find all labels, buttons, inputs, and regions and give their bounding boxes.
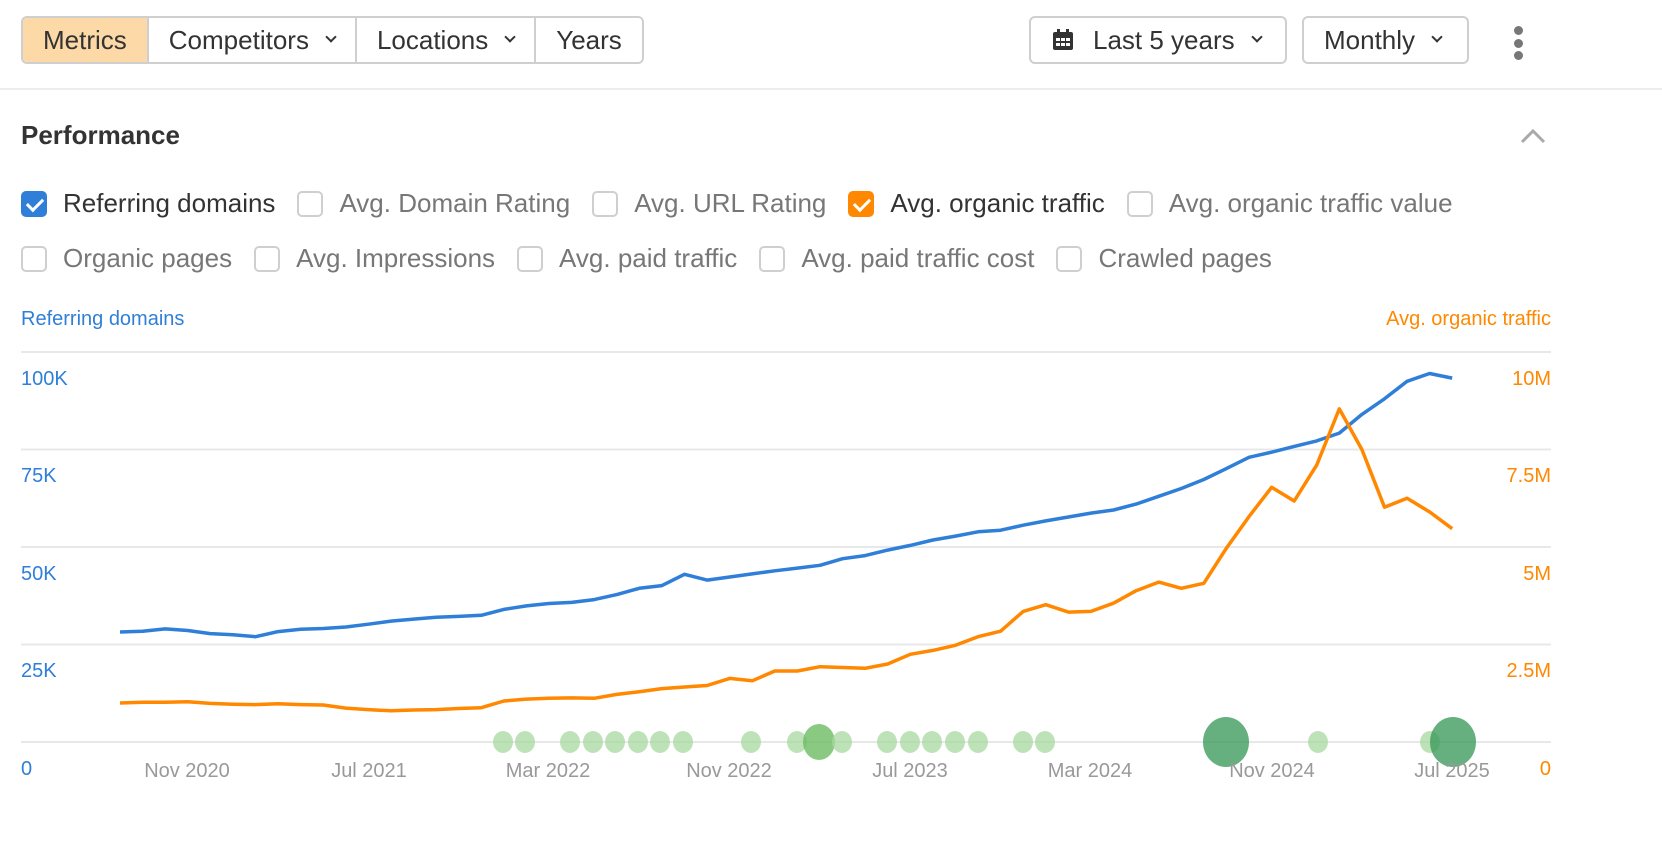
right-axis-title: Avg. organic traffic — [1386, 308, 1551, 330]
checkbox-organic-pages[interactable]: Organic pages — [21, 243, 232, 274]
checkbox-checked-icon[interactable] — [21, 190, 47, 217]
x-tick: Jul 2025 — [1414, 760, 1490, 782]
annotation-marker[interactable] — [560, 731, 580, 753]
organic-traffic-line[interactable] — [119, 407, 1454, 713]
more-vertical-icon — [1513, 26, 1523, 35]
annotation-marker[interactable] — [493, 731, 513, 753]
checkbox-empty-icon[interactable] — [517, 245, 544, 272]
annotation-marker[interactable] — [922, 731, 942, 753]
tab-competitors[interactable]: Competitors — [148, 18, 357, 62]
date-range-dropdown[interactable]: Last 5 years — [1029, 16, 1287, 64]
x-tick: Nov 2022 — [686, 760, 772, 782]
granularity-dropdown[interactable]: Monthly — [1302, 16, 1469, 64]
dot — [1513, 51, 1523, 60]
annotation-marker[interactable] — [1013, 731, 1033, 753]
chevron-up-icon[interactable] — [1520, 128, 1546, 144]
annotation-marker[interactable] — [832, 731, 852, 753]
metrics-row-2: Organic pages Avg. Impressions Avg. paid… — [21, 243, 1661, 274]
x-tick: Jul 2023 — [872, 760, 948, 782]
right-tick: 10M — [1512, 368, 1551, 390]
left-tick: 50K — [21, 563, 57, 585]
left-tick: 25K — [21, 660, 57, 682]
checkbox-referring-domains[interactable]: Referring domains — [21, 188, 275, 219]
checkbox-empty-icon[interactable] — [1056, 245, 1083, 272]
metrics-row-1: Referring domains Avg. Domain Rating Avg… — [21, 188, 1661, 219]
tab-years[interactable]: Years — [536, 18, 642, 62]
annotation-marker[interactable] — [650, 731, 670, 753]
annotation-marker[interactable] — [968, 731, 988, 753]
checkbox-empty-icon[interactable] — [297, 190, 324, 217]
annotation-marker[interactable] — [1035, 731, 1055, 753]
right-tick: 2.5M — [1506, 660, 1551, 682]
view-tabs: Metrics Competitors Locations Years — [21, 16, 644, 64]
checkbox-avg-organic-traffic-value[interactable]: Avg. organic traffic value — [1126, 188, 1453, 219]
left-tick: 100K — [21, 368, 68, 390]
left-axis-title: Referring domains — [21, 308, 185, 330]
checkbox-avg-domain-rating[interactable]: Avg. Domain Rating — [297, 188, 570, 219]
gridlines — [21, 351, 1551, 743]
left-tick: 75K — [21, 465, 57, 487]
checkbox-empty-icon[interactable] — [254, 245, 281, 272]
section-title: Performance — [21, 120, 180, 150]
checkbox-checked-icon[interactable] — [848, 190, 875, 217]
annotation-marker[interactable] — [787, 731, 807, 753]
annotation-markers[interactable] — [493, 717, 1476, 767]
annotation-marker[interactable] — [900, 731, 920, 753]
toolbar: Metrics Competitors Locations Years Last… — [0, 0, 1662, 90]
checkbox-empty-icon[interactable] — [1126, 190, 1153, 217]
x-tick: Mar 2024 — [1047, 760, 1133, 782]
checkbox-avg-organic-traffic[interactable]: Avg. organic traffic — [848, 188, 1105, 219]
annotation-marker[interactable] — [877, 731, 897, 753]
referring-domains-line[interactable] — [119, 371, 1453, 639]
annotation-marker[interactable] — [1430, 717, 1476, 767]
annotation-marker[interactable] — [741, 731, 761, 753]
x-tick: Nov 2024 — [1229, 760, 1315, 782]
more-options-button[interactable] — [1508, 26, 1528, 60]
dot — [1513, 38, 1523, 48]
x-tick: Jul 2021 — [331, 760, 407, 782]
checkbox-empty-icon[interactable] — [759, 245, 786, 272]
checkbox-empty-icon[interactable] — [592, 190, 619, 217]
right-tick: 5M — [1523, 563, 1551, 585]
x-tick: Nov 2020 — [144, 760, 230, 782]
granularity-label: Monthly — [1324, 24, 1416, 55]
annotation-marker[interactable] — [673, 731, 693, 753]
tab-locations[interactable]: Locations — [356, 18, 537, 62]
right-tick: 0 — [1539, 758, 1551, 780]
annotation-marker[interactable] — [628, 731, 648, 753]
annotation-marker[interactable] — [1308, 731, 1328, 753]
annotation-marker[interactable] — [605, 731, 625, 753]
annotation-marker[interactable] — [1203, 717, 1249, 767]
x-tick: Mar 2022 — [505, 760, 591, 782]
calendar-icon — [1053, 29, 1073, 50]
annotation-marker[interactable] — [945, 731, 965, 753]
checkbox-avg-url-rating[interactable]: Avg. URL Rating — [592, 188, 826, 219]
tab-metrics[interactable]: Metrics — [23, 18, 149, 62]
checkbox-avg-paid-traffic-cost[interactable]: Avg. paid traffic cost — [759, 243, 1034, 274]
annotation-marker[interactable] — [515, 731, 535, 753]
checkbox-avg-impressions[interactable]: Avg. Impressions — [254, 243, 495, 274]
checkbox-avg-paid-traffic[interactable]: Avg. paid traffic — [517, 243, 737, 274]
annotation-marker[interactable] — [803, 724, 835, 760]
checkbox-crawled-pages[interactable]: Crawled pages — [1056, 243, 1272, 274]
left-tick: 0 — [21, 758, 33, 780]
right-tick: 7.5M — [1506, 465, 1551, 487]
annotation-marker[interactable] — [583, 731, 603, 753]
date-range-label: Last 5 years — [1093, 24, 1235, 55]
checkbox-empty-icon[interactable] — [21, 245, 47, 272]
